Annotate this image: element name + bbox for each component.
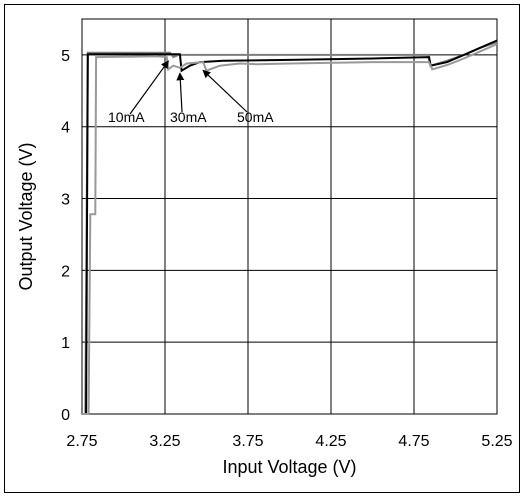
y-tick-label: 3 bbox=[61, 192, 70, 209]
series-line-10mA bbox=[82, 41, 498, 415]
annotation-arrow bbox=[176, 72, 185, 113]
y-axis-label: Output Voltage (V) bbox=[16, 142, 36, 290]
y-tick-label: 0 bbox=[61, 407, 70, 424]
annotation-label: 50mA bbox=[237, 109, 274, 125]
x-tick-label: 3.25 bbox=[149, 433, 180, 450]
y-tick-label: 5 bbox=[61, 48, 70, 65]
x-tick-label: 5.25 bbox=[481, 433, 512, 450]
series-line-50mA bbox=[82, 43, 498, 415]
x-tick-label: 3.75 bbox=[232, 433, 263, 450]
series-line-30mA bbox=[82, 39, 498, 415]
annotation-label: 10mA bbox=[108, 109, 145, 125]
annotation-arrow bbox=[129, 60, 169, 115]
y-tick-label: 2 bbox=[61, 263, 70, 280]
annotation-arrow bbox=[202, 69, 248, 113]
annotations: 10mA 30mA 50mA bbox=[108, 60, 274, 125]
series-lines bbox=[82, 39, 498, 415]
tick-labels: 2.75 3.25 3.75 4.25 4.75 5.25 0 1 2 3 4 5 bbox=[61, 48, 513, 450]
gridlines bbox=[81, 19, 498, 415]
annotation-label: 30mA bbox=[170, 109, 207, 125]
y-tick-label: 4 bbox=[61, 120, 70, 137]
y-tick-label: 1 bbox=[61, 335, 70, 352]
x-tick-label: 4.75 bbox=[398, 433, 429, 450]
x-tick-label: 4.25 bbox=[315, 433, 346, 450]
x-tick-label: 2.75 bbox=[66, 433, 97, 450]
x-axis-label: Input Voltage (V) bbox=[222, 457, 356, 477]
plot-area bbox=[81, 18, 498, 415]
